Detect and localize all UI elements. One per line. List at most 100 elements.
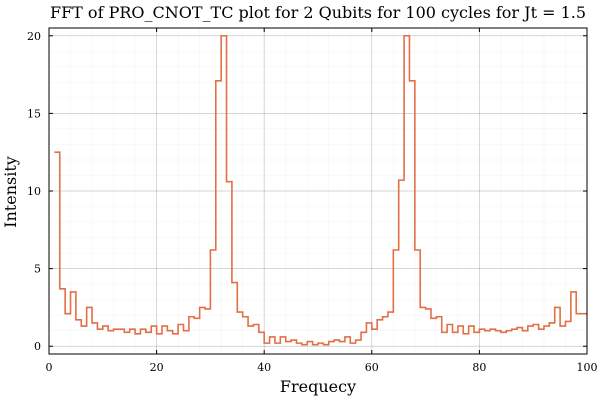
data-point [452, 331, 454, 333]
chart-title: FFT of PRO_CNOT_TC plot for 2 Qubits for… [50, 3, 586, 22]
data-point [188, 316, 190, 318]
data-point [371, 328, 373, 330]
data-point [403, 35, 405, 37]
data-point [500, 331, 502, 333]
x-tick-label: 100 [577, 361, 598, 374]
data-point [511, 328, 513, 330]
data-point [457, 325, 459, 327]
data-point [167, 330, 169, 332]
data-point [554, 307, 556, 309]
data-point [419, 307, 421, 309]
data-point [527, 325, 529, 327]
data-point [118, 328, 120, 330]
y-tick-label: 20 [27, 30, 41, 43]
series-layer [54, 34, 587, 346]
data-point [360, 331, 362, 333]
data-point [570, 291, 572, 293]
data-point [242, 316, 244, 318]
x-tick-label: 60 [365, 361, 379, 374]
data-point [172, 333, 174, 335]
y-tick-label: 10 [27, 185, 41, 198]
data-point [506, 330, 508, 332]
data-point [425, 308, 427, 310]
data-point [565, 321, 567, 323]
data-point [409, 80, 411, 82]
data-point [113, 328, 115, 330]
data-point [414, 249, 416, 251]
x-axis-label: Frequecy [280, 377, 356, 396]
data-point [446, 324, 448, 326]
data-point [382, 316, 384, 318]
data-point [193, 317, 195, 319]
data-point [323, 344, 325, 346]
x-tick-label: 40 [257, 361, 271, 374]
data-point [183, 330, 185, 332]
data-point [215, 80, 217, 82]
data-point [349, 342, 351, 344]
y-axis-label: Intensity [1, 156, 20, 228]
data-point [134, 333, 136, 335]
data-point [398, 179, 400, 181]
data-point [86, 307, 88, 309]
data-point [296, 342, 298, 344]
data-point [274, 342, 276, 344]
data-point [366, 322, 368, 324]
data-point [80, 325, 82, 327]
data-point [301, 344, 303, 346]
data-point [97, 328, 99, 330]
fft-step-line [54, 34, 587, 346]
data-point [538, 328, 540, 330]
data-point [91, 322, 93, 324]
tick-layer: 0 20 40 60 80 100 0 5 10 15 20 [27, 28, 598, 374]
data-point [280, 336, 282, 338]
data-point [204, 308, 206, 310]
x-tick-label: 80 [472, 361, 486, 374]
data-point [581, 313, 583, 315]
data-point [226, 181, 228, 183]
data-point [495, 330, 497, 332]
data-point [436, 316, 438, 318]
data-point [54, 151, 56, 153]
minor-grid [49, 28, 587, 354]
data-point [199, 307, 201, 309]
data-point [333, 339, 335, 341]
y-tick-label: 5 [34, 263, 41, 276]
data-point [145, 331, 147, 333]
data-point [473, 331, 475, 333]
data-point [549, 322, 551, 324]
data-point [484, 330, 486, 332]
data-point [124, 331, 126, 333]
y-tick-label: 0 [34, 340, 41, 353]
data-point [258, 331, 260, 333]
data-point [75, 319, 77, 321]
data-point [543, 325, 545, 327]
data-point [516, 327, 518, 329]
data-point [70, 291, 72, 293]
data-point [253, 324, 255, 326]
data-point [129, 328, 131, 330]
data-point [344, 336, 346, 338]
data-point [462, 333, 464, 335]
data-point [59, 288, 61, 290]
data-point [489, 328, 491, 330]
data-point [269, 336, 271, 338]
data-point [532, 324, 534, 326]
data-point [575, 313, 577, 315]
data-point [479, 328, 481, 330]
data-point [339, 341, 341, 343]
data-point [312, 344, 314, 346]
data-point [430, 317, 432, 319]
data-point [156, 333, 158, 335]
data-point [306, 341, 308, 343]
data-point [441, 331, 443, 333]
data-point [177, 324, 179, 326]
data-point [247, 325, 249, 327]
data-point [393, 249, 395, 251]
data-point [150, 325, 152, 327]
x-tick-label: 20 [150, 361, 164, 374]
x-tick-label: 0 [46, 361, 53, 374]
data-point [522, 330, 524, 332]
data-point [468, 325, 470, 327]
